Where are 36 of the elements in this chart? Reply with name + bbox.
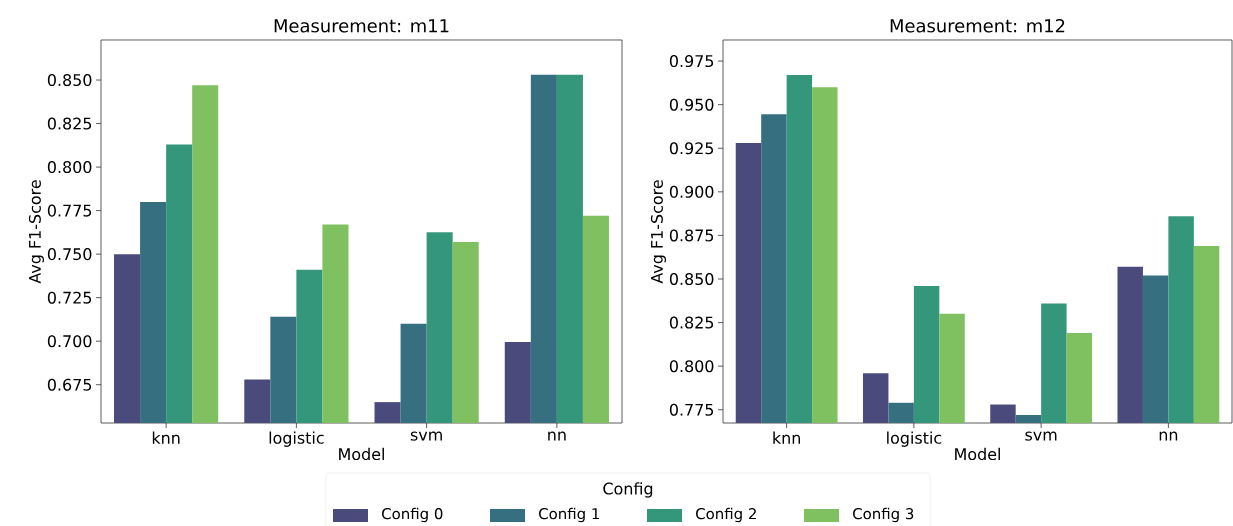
y-tick-label: 0.800 xyxy=(47,161,92,174)
y-tick-label: 0.850 xyxy=(47,74,92,87)
y-tick-label: 0.750 xyxy=(47,248,92,261)
y-tick-label: 0.975 xyxy=(669,55,714,68)
legend-label: Config 0 xyxy=(382,507,443,523)
x-tick-label: logistic xyxy=(887,431,942,447)
y-tick-label: 0.800 xyxy=(669,360,714,373)
legend-label: Config 2 xyxy=(696,507,756,523)
y-tick-label: 0.875 xyxy=(669,229,714,242)
chart-title: Measurement: m11 xyxy=(274,19,449,33)
y-tick-label: 0.950 xyxy=(669,98,714,111)
x-tick-label: nn xyxy=(548,431,566,441)
y-tick-label: 0.675 xyxy=(47,378,92,391)
x-tick-label: knn xyxy=(152,431,180,444)
y-tick-label: 0.825 xyxy=(47,117,92,130)
legend-label: Config 3 xyxy=(853,507,914,523)
y-tick-label: 0.775 xyxy=(47,204,92,217)
y-tick-label: 0.700 xyxy=(47,335,92,348)
x-axis-title: Model xyxy=(955,447,1000,461)
y-tick-label: 0.900 xyxy=(669,185,714,198)
legend-label: Config 1 xyxy=(539,507,600,523)
x-tick-label: svm xyxy=(1025,431,1057,441)
x-axis-title: Model xyxy=(339,447,384,461)
y-tick-label: 0.925 xyxy=(669,142,714,155)
chart-title: Measurement: m12 xyxy=(890,18,1065,33)
y-axis-title: Avg F1-Score xyxy=(28,180,44,284)
y-tick-label: 0.825 xyxy=(669,316,714,329)
y-axis-title: Avg F1-Score xyxy=(650,180,667,284)
y-tick-label: 0.850 xyxy=(669,272,714,286)
x-tick-label: knn xyxy=(773,431,800,444)
y-tick-label: 0.725 xyxy=(47,291,92,304)
x-tick-label: svm xyxy=(410,431,442,441)
x-tick-label: logistic xyxy=(269,431,324,447)
y-tick-label: 0.775 xyxy=(669,403,714,416)
x-tick-label: nn xyxy=(1159,431,1178,441)
legend-title: Config xyxy=(603,482,653,498)
